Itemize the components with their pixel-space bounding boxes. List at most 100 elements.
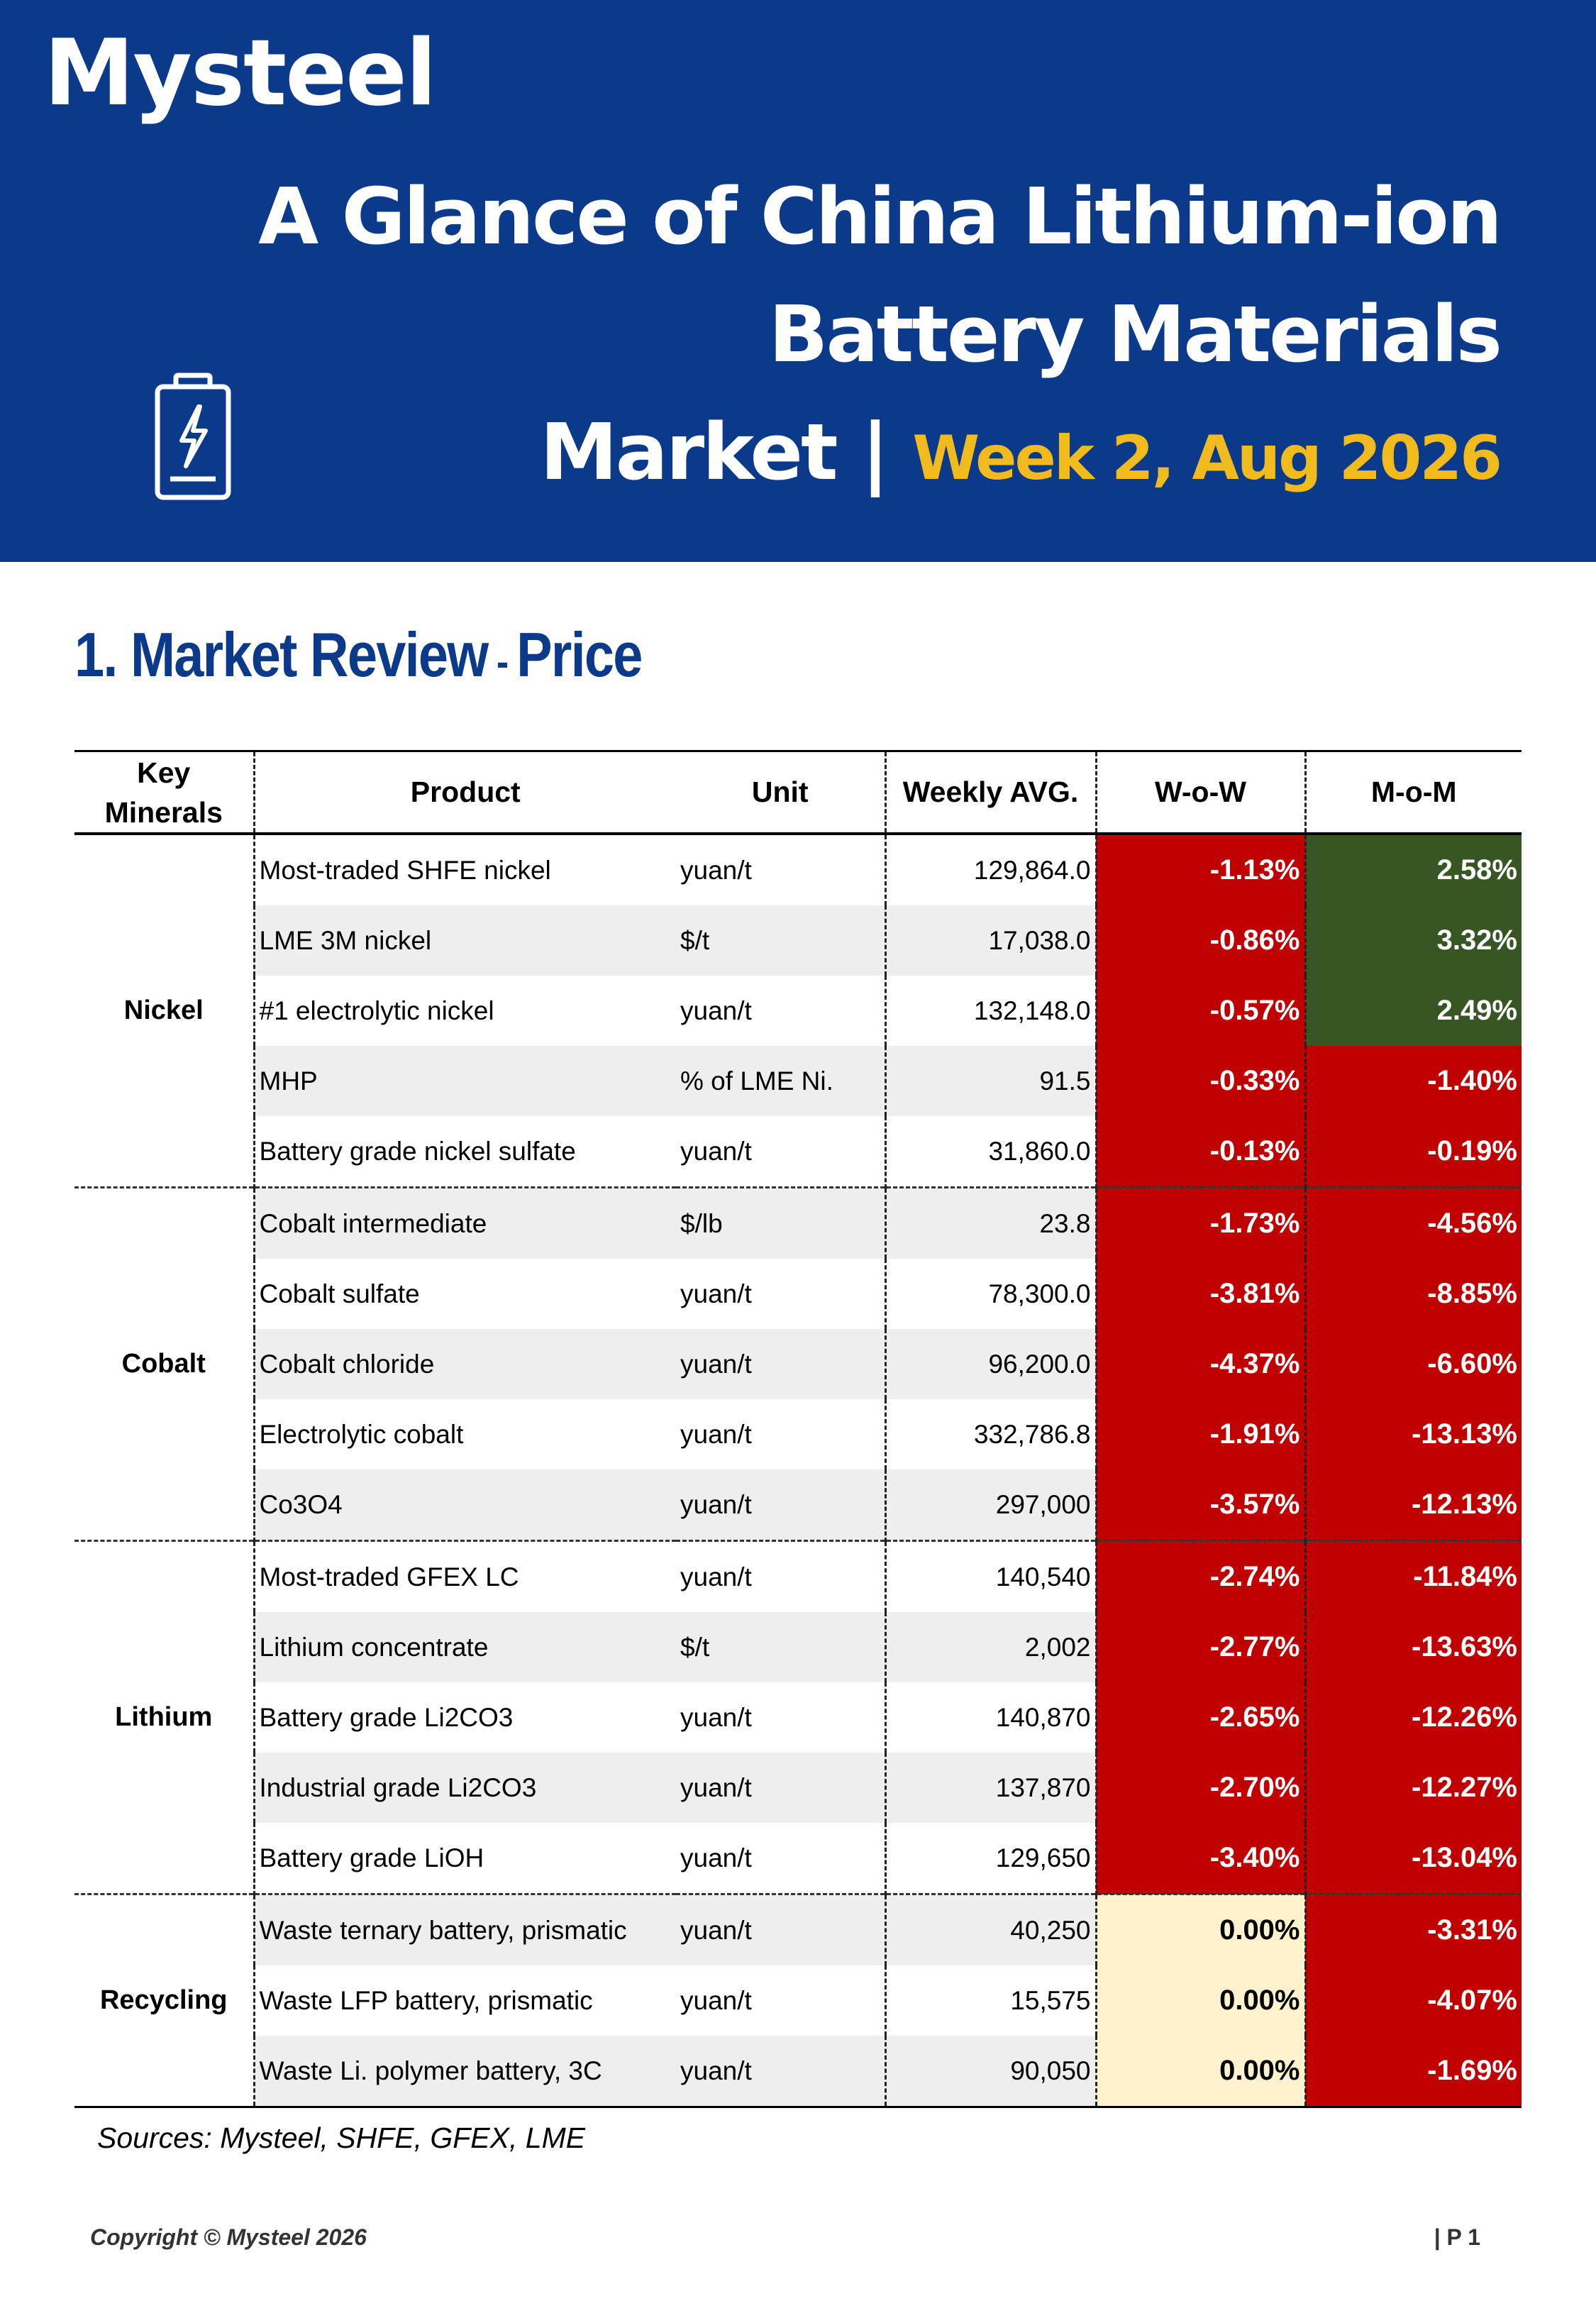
title-line-2: Battery Materials bbox=[768, 289, 1502, 380]
table-row: #1 electrolytic nickel yuan/t 132,148.0 -0.… bbox=[74, 976, 1522, 1046]
product-name: Battery grade nickel sulfate bbox=[253, 1116, 676, 1188]
wow-change: -3.40% bbox=[1095, 1823, 1305, 1894]
unit-cell: yuan/t bbox=[680, 1702, 752, 1732]
mom-change: -0.19% bbox=[1304, 1116, 1522, 1188]
wow-change: 0.00% bbox=[1095, 1893, 1305, 1965]
weekly-avg-value: 40,250 bbox=[884, 1893, 1096, 1965]
wow-change: 0.00% bbox=[1095, 2036, 1305, 2107]
mom-change: -12.27% bbox=[1304, 1753, 1522, 1823]
unit-cell: $/t bbox=[676, 905, 885, 976]
product-name: Lithium concentrate bbox=[253, 1612, 676, 1682]
wow-change: -2.77% bbox=[1095, 1612, 1305, 1682]
unit-cell: yuan/t bbox=[680, 1279, 752, 1308]
section-dash: - bbox=[487, 638, 517, 685]
header-wow: W-o-W bbox=[1095, 751, 1305, 835]
wow-change: -1.73% bbox=[1095, 1186, 1305, 1259]
weekly-avg-value: 140,540 bbox=[884, 1540, 1096, 1612]
mom-change: 3.32% bbox=[1304, 905, 1522, 976]
title-week: Week 2, Aug 2026 bbox=[912, 423, 1502, 494]
table-row: Co3O4 yuan/t 297,000 -3.57% -12.13% bbox=[74, 1469, 1522, 1541]
weekly-avg-value: 15,575 bbox=[884, 1965, 1096, 2036]
mom-change: -12.13% bbox=[1304, 1469, 1522, 1541]
title-market: Market | bbox=[540, 407, 890, 497]
table-row: Waste Li. polymer battery, 3C yuan/t 90,05… bbox=[74, 2036, 1522, 2107]
product-name: LME 3M nickel bbox=[253, 905, 676, 976]
mom-change: -6.60% bbox=[1304, 1329, 1522, 1399]
wow-change: 0.00% bbox=[1095, 1965, 1305, 2036]
mom-change: -8.85% bbox=[1304, 1259, 1522, 1329]
unit-cell: $/lb bbox=[676, 1186, 885, 1259]
mom-change: -3.31% bbox=[1304, 1893, 1522, 1965]
product-name: Electrolytic cobalt bbox=[253, 1399, 676, 1469]
product-name: Battery grade LiOH bbox=[253, 1823, 676, 1894]
unit-cell: yuan/t bbox=[680, 1985, 752, 2015]
weekly-avg-value: 132,148.0 bbox=[884, 976, 1096, 1046]
mom-change: -1.69% bbox=[1304, 2036, 1522, 2107]
header-unit: Unit bbox=[676, 751, 885, 835]
table-row: Cobalt chloride yuan/t 96,200.0 -4.37% -6.60… bbox=[74, 1329, 1522, 1399]
unit-cell: yuan/t bbox=[676, 1329, 885, 1399]
weekly-avg-value: 129,864.0 bbox=[884, 834, 1096, 905]
product-name: Most-traded GFEX LC bbox=[253, 1540, 676, 1612]
weekly-avg-value: 31,860.0 bbox=[884, 1116, 1096, 1188]
wow-change: -1.91% bbox=[1095, 1399, 1305, 1469]
unit-cell: yuan/t bbox=[680, 1843, 752, 1872]
mom-change: -4.56% bbox=[1304, 1186, 1522, 1259]
mom-change: 2.58% bbox=[1304, 834, 1522, 905]
unit-cell: yuan/t bbox=[676, 1469, 885, 1541]
table-row: Battery grade LiOH yuan/t 129,650 -3.40% -13… bbox=[74, 1823, 1522, 1894]
mom-change: 2.49% bbox=[1304, 976, 1522, 1046]
unit-cell: yuan/t bbox=[676, 1893, 885, 1965]
table-row: Cobalt Cobalt intermediate $/lb 23.8 -1.73% -… bbox=[74, 1186, 1522, 1541]
mom-change: -13.13% bbox=[1304, 1399, 1522, 1469]
weekly-avg-value: 297,000 bbox=[884, 1469, 1096, 1541]
weekly-avg-value: 78,300.0 bbox=[884, 1259, 1096, 1329]
table-row: Recycling Waste ternary battery, prismati… bbox=[74, 1893, 1522, 2107]
mom-change: -13.63% bbox=[1304, 1612, 1522, 1682]
weekly-avg-value: 96,200.0 bbox=[884, 1329, 1096, 1399]
unit-cell: yuan/t bbox=[676, 1540, 885, 1612]
table-header-row: Key Minerals Product Unit Weekly AVG. W-… bbox=[74, 751, 1522, 835]
wow-change: -1.13% bbox=[1095, 834, 1305, 905]
weekly-avg-value: 129,650 bbox=[884, 1823, 1096, 1894]
header-mom: M-o-M bbox=[1304, 751, 1522, 835]
product-name: Co3O4 bbox=[253, 1469, 676, 1541]
table-row: Battery grade Li2CO3 yuan/t 140,870 -2.65% -… bbox=[74, 1682, 1522, 1753]
unit-cell: yuan/t bbox=[680, 855, 752, 885]
weekly-avg-value: 137,870 bbox=[884, 1753, 1096, 1823]
copyright: Copyright © Mysteel 2026 bbox=[90, 2224, 367, 2250]
unit-cell: yuan/t bbox=[680, 995, 752, 1025]
weekly-avg-value: 332,786.8 bbox=[884, 1399, 1096, 1469]
weekly-avg-value: 17,038.0 bbox=[884, 905, 1096, 976]
weekly-avg-value: 91.5 bbox=[884, 1046, 1096, 1116]
mom-change: -11.84% bbox=[1304, 1540, 1522, 1612]
product-name: Cobalt intermediate bbox=[253, 1186, 676, 1259]
table-row: Electrolytic cobalt yuan/t 332,786.8 -1.91%… bbox=[74, 1399, 1522, 1469]
wow-change: -0.57% bbox=[1095, 976, 1305, 1046]
table-row: Cobalt sulfate yuan/t 78,300.0 -3.81% -8.85% bbox=[74, 1259, 1522, 1329]
table-row: Lithium concentrate $/t 2,002 -2.77% -13.63% bbox=[74, 1612, 1522, 1682]
mysteel-logo: Mysteel bbox=[44, 21, 437, 126]
product-name: Cobalt sulfate bbox=[253, 1259, 676, 1329]
section-title: 1. Market Review - Price bbox=[74, 619, 643, 691]
wow-change: -2.70% bbox=[1095, 1753, 1305, 1823]
product-name: Cobalt chloride bbox=[253, 1329, 676, 1399]
mom-change: -12.26% bbox=[1304, 1682, 1522, 1753]
table-row: Battery grade nickel sulfate yuan/t 31,860… bbox=[74, 1116, 1522, 1188]
report-title: A Glance of China Lithium-ion Battery Ma… bbox=[258, 158, 1502, 517]
wow-change: -0.86% bbox=[1095, 905, 1305, 976]
mineral-group-label: Nickel bbox=[74, 834, 254, 1188]
title-line-1: A Glance of China Lithium-ion bbox=[258, 171, 1502, 262]
unit-cell: % of LME Ni. bbox=[676, 1046, 885, 1116]
table-row: Industrial grade Li2CO3 yuan/t 137,870 -2.7… bbox=[74, 1753, 1522, 1823]
product-name: Industrial grade Li2CO3 bbox=[253, 1753, 676, 1823]
header-key-minerals: Key Minerals bbox=[74, 751, 254, 835]
price-table: Key Minerals Product Unit Weekly AVG. W-… bbox=[74, 750, 1522, 2108]
table-row: Lithium Most-traded GFEX LC yuan/t 140,540-… bbox=[74, 1540, 1522, 1894]
product-name: Most-traded SHFE nickel bbox=[253, 834, 676, 905]
weekly-avg-value: 90,050 bbox=[884, 2036, 1096, 2107]
wow-change: -0.33% bbox=[1095, 1046, 1305, 1116]
product-name: Waste Li. polymer battery, 3C bbox=[253, 2036, 676, 2107]
header-product: Product bbox=[253, 751, 676, 835]
product-name: #1 electrolytic nickel bbox=[253, 976, 676, 1046]
